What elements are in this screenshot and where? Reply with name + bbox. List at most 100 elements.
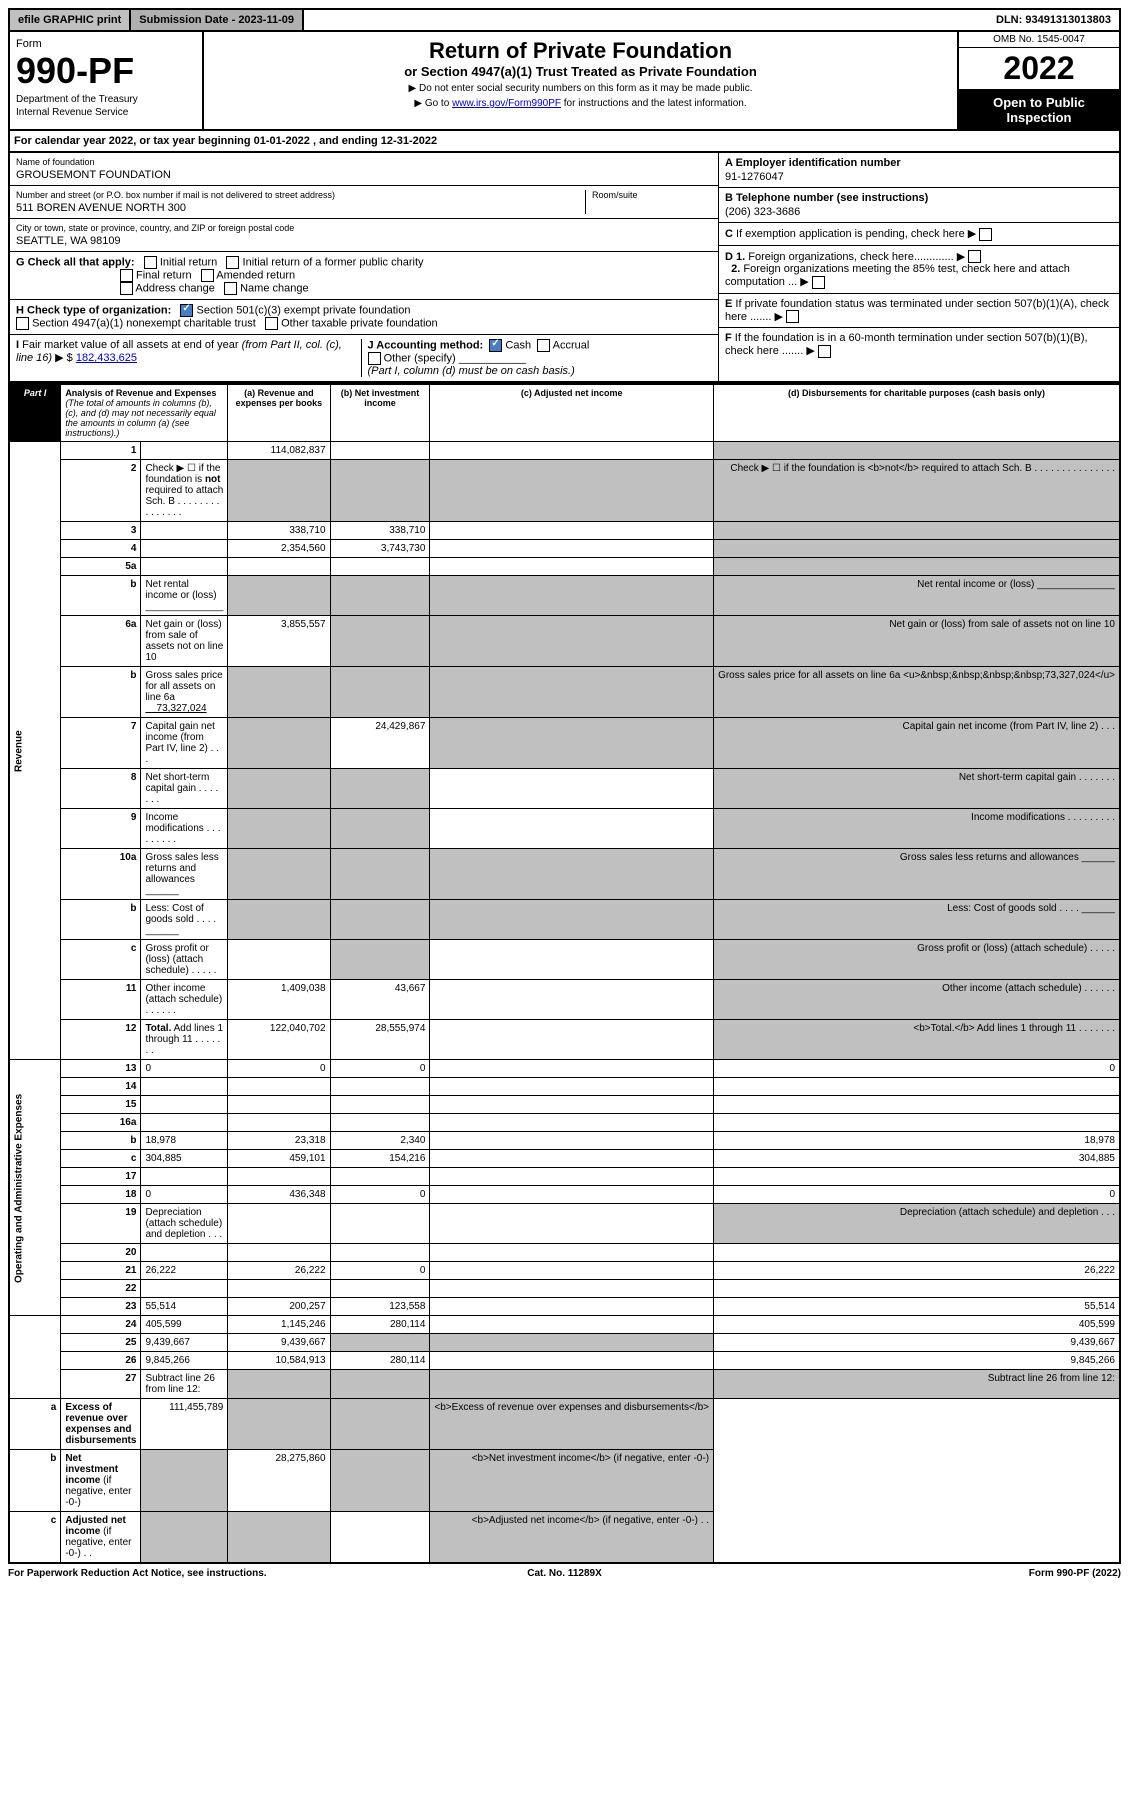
line-desc: 405,599: [141, 1316, 228, 1334]
cell-b: [330, 1204, 430, 1244]
cell-b: [330, 1370, 430, 1399]
irs-label: Internal Revenue Service: [16, 107, 196, 118]
line-num: 23: [61, 1298, 141, 1316]
form-subtitle: or Section 4947(a)(1) Trust Treated as P…: [210, 64, 951, 79]
j-label: J Accounting method:: [368, 339, 484, 351]
line-desc: Income modifications . . . . . . . . .: [141, 809, 228, 849]
line-desc: Net rental income or (loss) ____________…: [141, 576, 228, 616]
cell-d: Capital gain net income (from Part IV, l…: [714, 718, 1120, 769]
cell-a: 3,855,557: [228, 616, 330, 667]
cell-c: [430, 558, 714, 576]
cell-d: 405,599: [714, 1316, 1120, 1334]
cell-a: 23,318: [228, 1132, 330, 1150]
chk-cash[interactable]: [489, 339, 502, 352]
cell-b: 154,216: [330, 1150, 430, 1168]
line-desc: Subtract line 26 from line 12:: [141, 1370, 228, 1399]
omb-number: OMB No. 1545-0047: [959, 32, 1119, 48]
cell-d: 18,978: [714, 1132, 1120, 1150]
chk-c[interactable]: [979, 228, 992, 241]
cell-d: Gross sales less returns and allowances …: [714, 849, 1120, 900]
line-desc: 9,845,266: [141, 1352, 228, 1370]
f-60month: F If the foundation is in a 60-month ter…: [719, 328, 1119, 362]
line-num: b: [61, 1132, 141, 1150]
line-desc: [141, 442, 228, 460]
cell-d: Subtract line 26 from line 12:: [714, 1370, 1120, 1399]
cell-b: [228, 1399, 330, 1450]
line-num: 8: [61, 769, 141, 809]
cell-d: [714, 1280, 1120, 1298]
cell-a: 200,257: [228, 1298, 330, 1316]
cell-b: [330, 576, 430, 616]
chk-f[interactable]: [818, 345, 831, 358]
cell-b: 0: [330, 1262, 430, 1280]
line-num: 1: [61, 442, 141, 460]
cell-c: [430, 1096, 714, 1114]
chk-other-method[interactable]: [368, 352, 381, 365]
cell-b: [330, 1168, 430, 1186]
cell-c: [430, 1114, 714, 1132]
foundation-name: GROUSEMONT FOUNDATION: [16, 167, 712, 181]
dept-treasury: Department of the Treasury: [16, 94, 196, 105]
cell-d: Other income (attach schedule) . . . . .…: [714, 980, 1120, 1020]
line-num: a: [9, 1399, 61, 1450]
cell-c: [430, 809, 714, 849]
paperwork-notice: For Paperwork Reduction Act Notice, see …: [8, 1568, 379, 1579]
cell-c: [430, 1078, 714, 1096]
cell-d: <b>Excess of revenue over expenses and d…: [430, 1399, 714, 1450]
cell-b: [330, 1096, 430, 1114]
cell-b: 43,667: [330, 980, 430, 1020]
cell-b: [228, 1512, 330, 1564]
line-num: 10a: [61, 849, 141, 900]
col-c: (c) Adjusted net income: [430, 384, 714, 442]
line-desc: [141, 1244, 228, 1262]
cell-b: [330, 460, 430, 522]
line-desc: Net short-term capital gain . . . . . . …: [141, 769, 228, 809]
chk-initial-former[interactable]: [226, 256, 239, 269]
chk-4947[interactable]: [16, 317, 29, 330]
cell-d: Gross profit or (loss) (attach schedule)…: [714, 940, 1120, 980]
chk-d2[interactable]: [812, 276, 825, 289]
line-desc: 0: [141, 1186, 228, 1204]
line-desc: [141, 522, 228, 540]
line-num: 18: [61, 1186, 141, 1204]
line-desc: [141, 1280, 228, 1298]
cell-a: [228, 558, 330, 576]
cell-b: 123,558: [330, 1298, 430, 1316]
line-desc: Check ▶ ☐ if the foundation is not requi…: [141, 460, 228, 522]
cell-a: 436,348: [228, 1186, 330, 1204]
chk-final[interactable]: [120, 269, 133, 282]
chk-initial[interactable]: [144, 256, 157, 269]
irs-link[interactable]: www.irs.gov/Form990PF: [452, 98, 561, 109]
d-foreign: D 1. Foreign organizations, check here..…: [719, 246, 1119, 294]
cell-a: [228, 1370, 330, 1399]
chk-e[interactable]: [786, 310, 799, 323]
room-label: Room/suite: [592, 190, 712, 200]
line-num: c: [61, 1150, 141, 1168]
chk-d1[interactable]: [968, 250, 981, 263]
cell-d: [714, 1114, 1120, 1132]
cell-d: <b>Total.</b> Add lines 1 through 11 . .…: [714, 1020, 1120, 1060]
cell-d: [714, 1168, 1120, 1186]
cat-no: Cat. No. 11289X: [379, 1568, 750, 1579]
cell-c: [430, 1244, 714, 1262]
chk-501c3[interactable]: [180, 304, 193, 317]
cell-d: 55,514: [714, 1298, 1120, 1316]
cell-d: Net rental income or (loss) ____________…: [714, 576, 1120, 616]
chk-addr-change[interactable]: [120, 282, 133, 295]
cell-b: 338,710: [330, 522, 430, 540]
chk-name-change[interactable]: [224, 282, 237, 295]
cell-a: [228, 1244, 330, 1262]
line-num: 12: [61, 1020, 141, 1060]
cell-a: [228, 576, 330, 616]
cell-b: [330, 1334, 430, 1352]
c-exemption: C If exemption application is pending, c…: [719, 223, 1119, 246]
chk-amended[interactable]: [201, 269, 214, 282]
h-label: H Check type of organization:: [16, 304, 171, 316]
cell-a: 26,222: [228, 1262, 330, 1280]
chk-other-taxable[interactable]: [265, 317, 278, 330]
cell-d: 0: [714, 1186, 1120, 1204]
cell-d: Net short-term capital gain . . . . . . …: [714, 769, 1120, 809]
cell-c: [430, 849, 714, 900]
cell-c: [430, 1020, 714, 1060]
chk-accrual[interactable]: [537, 339, 550, 352]
